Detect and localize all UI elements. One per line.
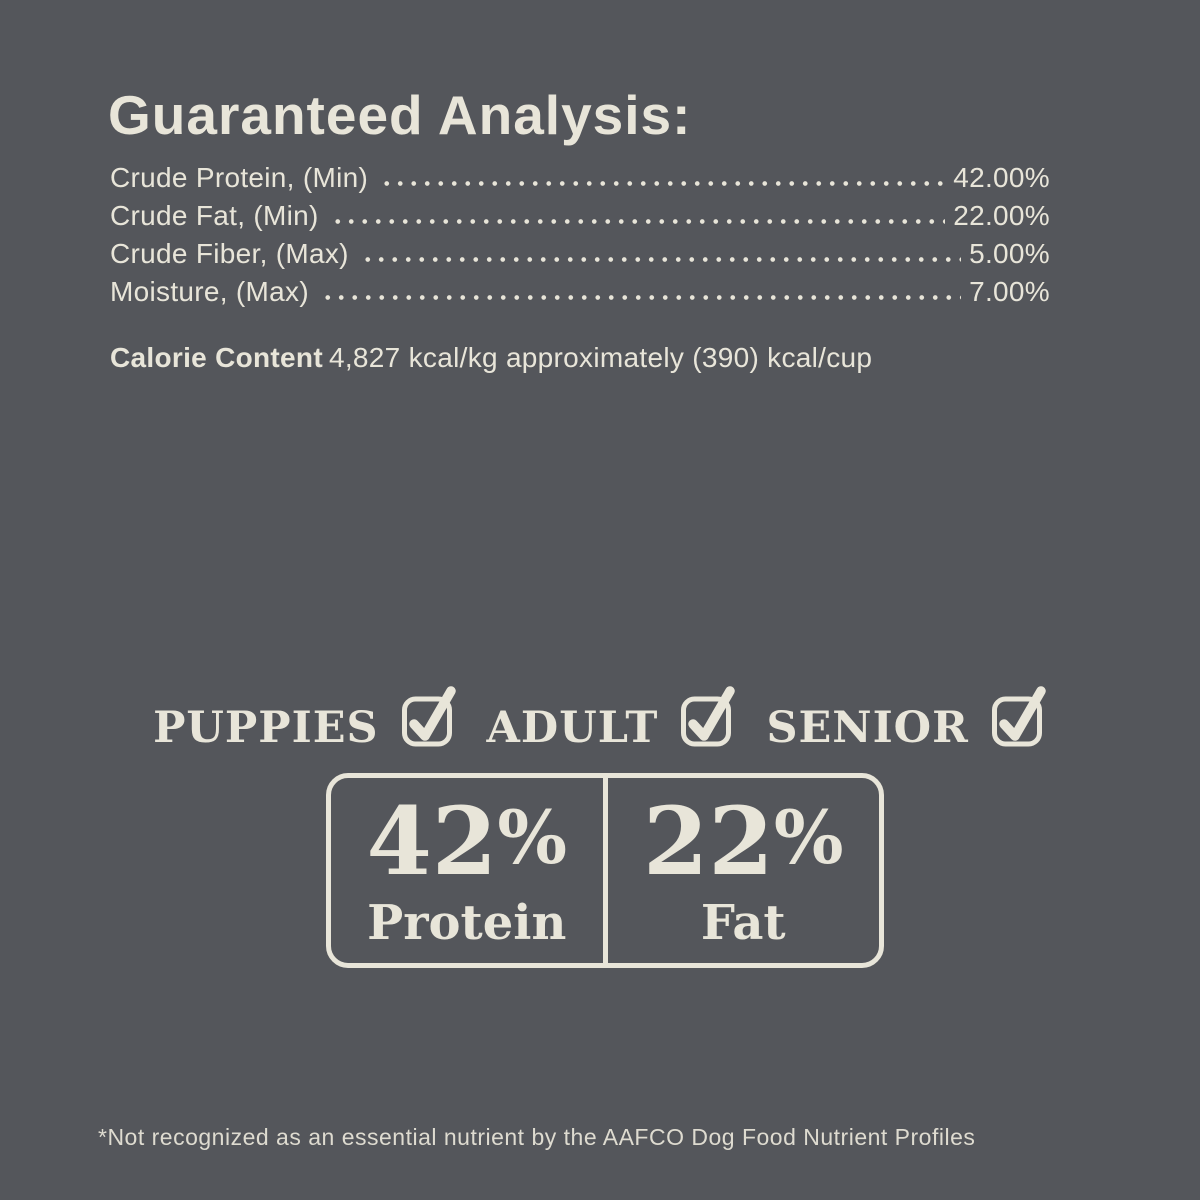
guaranteed-analysis-table: Crude Protein, (Min) 42.00% Crude Fat, (… — [110, 159, 1050, 311]
checked-checkbox-icon — [991, 686, 1046, 747]
percent-sign: % — [497, 795, 567, 882]
checked-checkbox-icon — [401, 686, 456, 747]
aafco-footnote: *Not recognized as an essential nutrient… — [98, 1124, 976, 1150]
fat-percentage: 22% — [643, 786, 844, 897]
life-stage-label: ADULT — [486, 703, 659, 753]
life-stage-adult: ADULT — [486, 686, 737, 764]
nutrient-value: 7.00% — [969, 276, 1050, 307]
protein-percentage: 42% — [366, 786, 567, 897]
percent-sign: % — [773, 795, 844, 882]
nutrient-value: 5.00% — [969, 238, 1050, 269]
life-stage-label: PUPPIES — [153, 703, 379, 753]
vertical-divider — [602, 778, 608, 963]
table-row: Moisture, (Max) 7.00% — [110, 273, 1050, 311]
protein-label: Protein — [367, 894, 567, 951]
calorie-content-line: Calorie Content 4,827 kcal/kg approximate… — [110, 340, 872, 376]
life-stage-label: SENIOR — [766, 703, 969, 753]
nutrient-value: 22.00% — [953, 200, 1050, 231]
life-stage-row: PUPPIES ADULT SENIOR — [0, 686, 1200, 764]
table-row: Crude Protein, (Min) 42.00% — [110, 159, 1050, 197]
life-stage-puppies: PUPPIES — [153, 686, 456, 764]
fat-cell: 22% Fat — [608, 778, 880, 963]
dot-leader — [316, 273, 962, 311]
life-stage-senior: SENIOR — [766, 686, 1046, 764]
nutrient-value: 42.00% — [953, 162, 1050, 193]
fat-label: Fat — [700, 894, 786, 951]
calorie-content-label: Calorie Content — [110, 342, 323, 373]
macro-summary-box: 42% Protein 22% Fat — [326, 773, 884, 968]
table-row: Crude Fiber, (Max) 5.00% — [110, 235, 1050, 273]
table-row: Crude Fat, (Min) 22.00% — [110, 197, 1050, 235]
nutrient-label: Moisture, (Max) — [110, 276, 309, 307]
nutrient-label: Crude Fat, (Min) — [110, 200, 319, 231]
dot-leader — [356, 235, 962, 273]
page-title: Guaranteed Analysis: — [108, 84, 692, 146]
nutrient-label: Crude Fiber, (Max) — [110, 238, 349, 269]
calorie-content-value: 4,827 kcal/kg approximately (390) kcal/c… — [328, 342, 873, 373]
dot-leader — [376, 159, 946, 197]
nutrient-label: Crude Protein, (Min) — [110, 162, 369, 193]
dot-leader — [326, 197, 946, 235]
checked-checkbox-icon — [681, 686, 736, 747]
protein-cell: 42% Protein — [331, 778, 603, 963]
